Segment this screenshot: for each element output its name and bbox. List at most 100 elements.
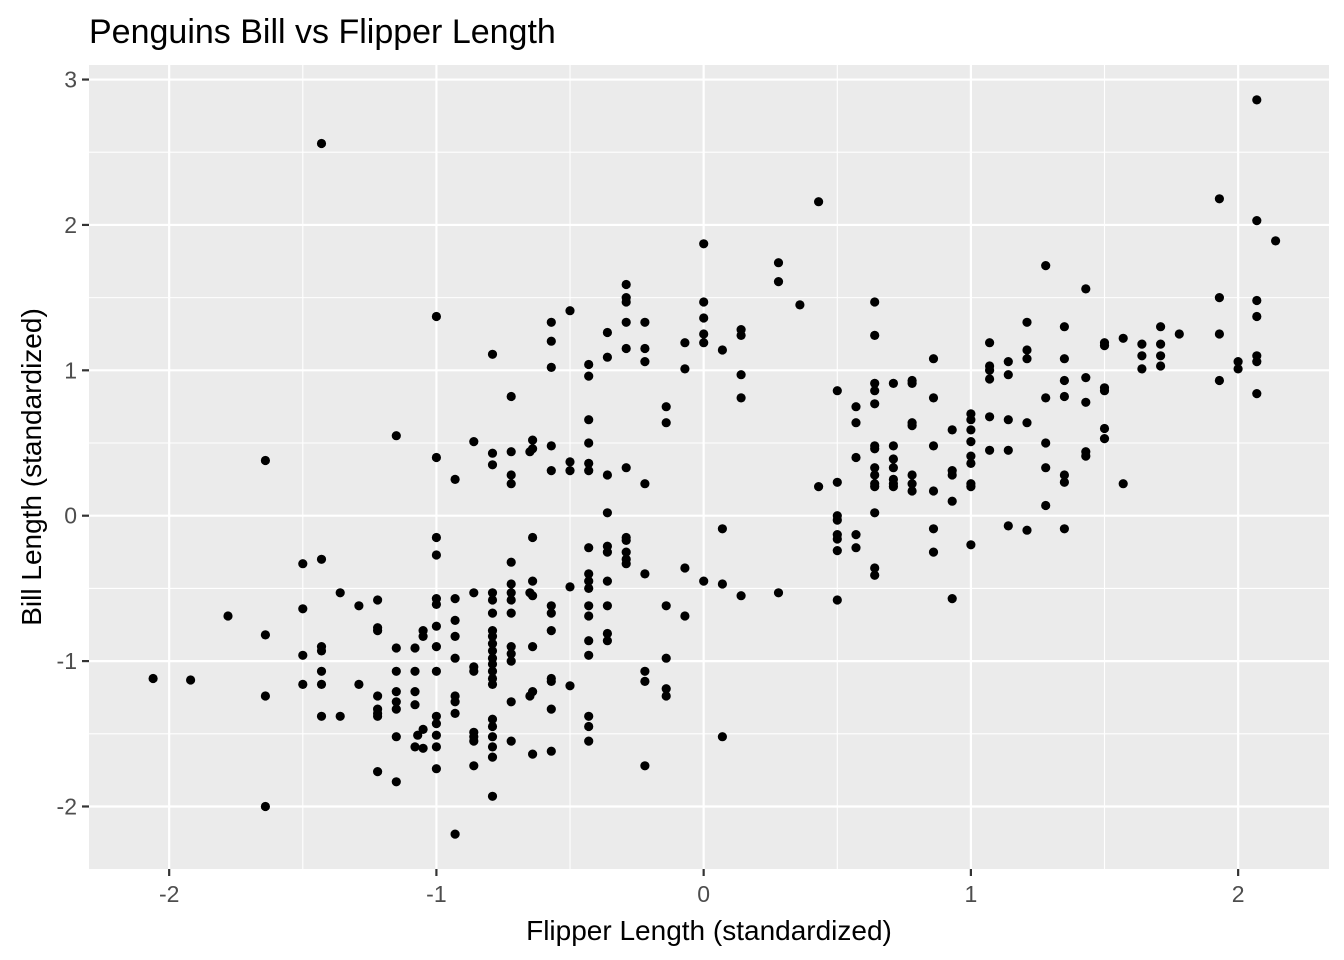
data-point <box>621 547 631 557</box>
data-point <box>546 608 556 618</box>
data-point <box>1081 451 1091 461</box>
data-point <box>506 470 516 480</box>
data-point <box>1233 364 1243 374</box>
data-point <box>1003 445 1013 455</box>
data-point <box>602 470 613 480</box>
data-point <box>736 393 746 403</box>
data-point <box>640 479 650 489</box>
data-point <box>640 343 650 354</box>
data-point <box>584 601 594 611</box>
data-point <box>1156 339 1166 349</box>
data-point <box>487 460 498 470</box>
data-point <box>450 697 460 707</box>
data-point <box>546 704 556 714</box>
data-point <box>565 681 575 691</box>
data-point <box>487 448 498 458</box>
data-point <box>528 576 538 586</box>
data-point <box>316 666 327 676</box>
data-point <box>469 588 479 598</box>
data-point <box>546 362 556 372</box>
data-point <box>391 687 401 697</box>
data-point <box>584 611 594 621</box>
data-point <box>621 535 631 546</box>
data-point <box>985 412 995 422</box>
data-point <box>661 653 671 663</box>
data-point <box>680 611 690 621</box>
data-point <box>487 349 498 359</box>
data-point <box>1252 95 1262 105</box>
data-point <box>528 444 538 454</box>
data-point <box>546 466 556 476</box>
data-point <box>354 601 364 611</box>
data-point <box>431 711 441 721</box>
data-point <box>487 791 498 801</box>
data-point <box>602 352 613 362</box>
data-point <box>907 470 917 480</box>
data-point <box>928 486 939 496</box>
data-point <box>1271 236 1281 246</box>
data-point <box>431 742 441 752</box>
data-point <box>487 679 498 690</box>
data-point <box>1252 216 1262 226</box>
data-point <box>870 330 880 340</box>
data-point <box>699 338 709 348</box>
data-point <box>947 496 957 506</box>
data-point <box>773 277 784 287</box>
data-point <box>431 642 441 652</box>
data-point <box>506 588 516 598</box>
data-point <box>851 452 861 463</box>
data-point <box>487 659 498 669</box>
data-point <box>907 486 917 496</box>
data-point <box>450 708 460 719</box>
data-point <box>602 327 613 338</box>
data-point <box>469 437 479 447</box>
data-point <box>565 466 575 476</box>
data-point <box>391 697 401 707</box>
data-point <box>985 365 995 375</box>
data-point <box>506 479 516 489</box>
data-point <box>506 649 516 659</box>
data-point <box>450 829 460 839</box>
data-point <box>947 470 957 480</box>
data-point <box>870 470 880 480</box>
data-point <box>717 579 728 589</box>
data-point <box>431 730 441 740</box>
data-point <box>506 608 516 618</box>
data-point <box>640 761 650 771</box>
data-point <box>699 576 709 586</box>
data-point <box>391 431 401 441</box>
data-point <box>888 454 899 464</box>
data-point <box>546 336 556 346</box>
data-point <box>602 508 613 518</box>
data-point <box>487 732 498 742</box>
data-point <box>487 714 498 724</box>
data-point <box>621 279 631 290</box>
data-point <box>418 743 428 753</box>
data-point <box>431 452 441 463</box>
data-point <box>506 595 516 605</box>
data-point <box>1137 351 1147 361</box>
data-point <box>736 370 746 380</box>
data-point <box>148 673 158 684</box>
data-point <box>316 138 327 149</box>
x-tick-label: 0 <box>697 881 710 907</box>
y-axis-label: Bill Length (standardized) <box>16 308 47 626</box>
data-point <box>431 719 441 729</box>
data-point <box>584 711 594 721</box>
x-axis-ticks: -2 -1 0 1 2 <box>159 869 1245 907</box>
data-point <box>1214 375 1224 386</box>
data-point <box>391 704 401 714</box>
data-point <box>469 666 479 676</box>
data-point <box>584 371 594 381</box>
data-point <box>469 736 479 746</box>
data-point <box>1059 470 1069 480</box>
data-point <box>928 441 939 451</box>
data-point <box>680 338 690 348</box>
data-point <box>1059 354 1069 364</box>
data-point <box>1099 386 1110 396</box>
data-point <box>298 604 308 614</box>
data-point <box>1059 477 1069 487</box>
data-point <box>487 608 498 618</box>
data-point <box>1099 341 1110 351</box>
data-point <box>1252 357 1262 367</box>
